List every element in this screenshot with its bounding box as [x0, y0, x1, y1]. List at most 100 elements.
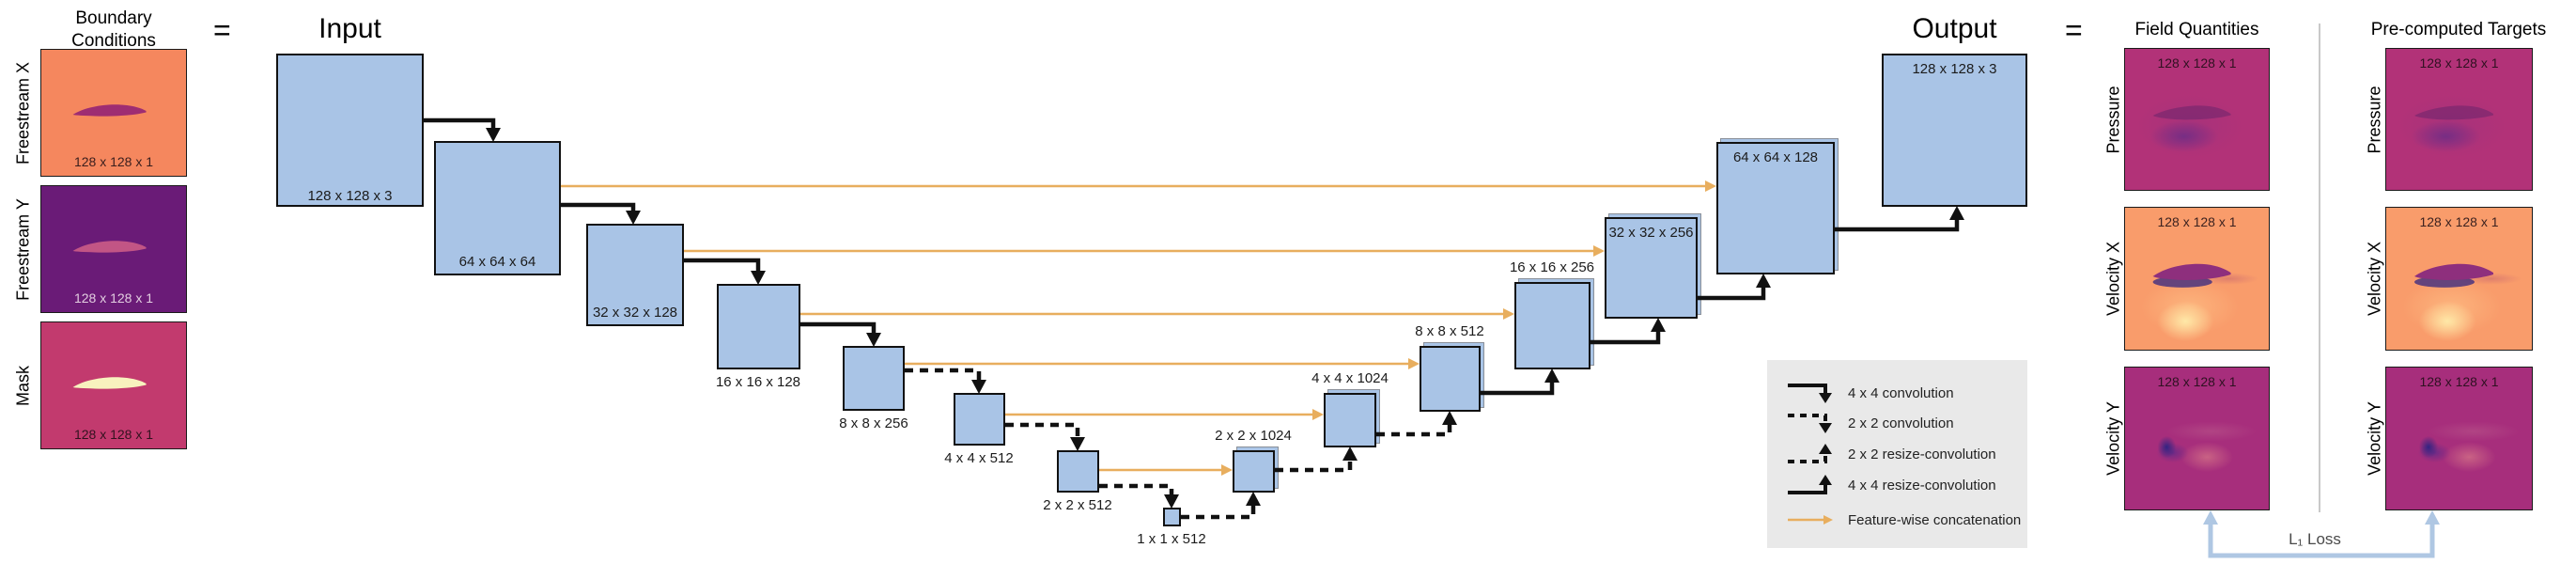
equals-sign-right: = [2065, 13, 2083, 47]
field-pressure-image: 128 x 128 x 1 [2124, 48, 2270, 191]
legend-label: 4 x 4 resize-convolution [1848, 477, 1996, 494]
precomputed-targets-title: Pre-computed Targets [2370, 20, 2547, 39]
legend-item: 4 x 4 convolution [1784, 381, 1954, 405]
unet-box-input [276, 54, 424, 207]
dim-label: 2 x 2 x 1024 [1215, 428, 1292, 444]
unet-box-output [1882, 54, 2027, 207]
image-caption: 128 x 128 x 1 [2419, 214, 2499, 229]
legend-label: 2 x 2 convolution [1848, 415, 1954, 431]
legend-label: Feature-wise concatenation [1848, 511, 2022, 528]
resize-conv-arrow [1481, 382, 1555, 396]
conv-arrow [800, 321, 877, 334]
conv-arrow-2x2 [1099, 483, 1174, 495]
resize-conv-4x4-icon [1788, 475, 1832, 494]
unet-box-dec-32 [1605, 217, 1698, 319]
row-label-velocity-y: Velocity Y [2103, 401, 2123, 476]
dim-label: 8 x 8 x 512 [1415, 323, 1484, 339]
unet-box-enc-2 [1057, 450, 1099, 493]
column-divider [2319, 24, 2320, 512]
airfoil-shape [2152, 105, 2231, 120]
output-title: Output [1912, 13, 1997, 44]
dim-label: 64 x 64 x 128 [1732, 149, 1819, 165]
unet-box-bottleneck [1163, 508, 1181, 526]
image-caption: 128 x 128 x 1 [73, 154, 154, 169]
dim-label: 32 x 32 x 256 [1608, 225, 1694, 241]
boundary-conditions-title: Boundary Conditions [71, 8, 156, 51]
conv-arrow-2x2 [905, 368, 982, 381]
legend: 4 x 4 convolution 2 x 2 convolution 2 x … [1767, 360, 2027, 548]
row-label-pressure-target: Pressure [2365, 86, 2384, 154]
equals-sign-left: = [213, 13, 231, 47]
concat-icon [1788, 515, 1833, 525]
dim-label: 4 x 4 x 1024 [1311, 370, 1389, 386]
unet-box-dec-8 [1420, 346, 1481, 412]
dim-label: 128 x 128 x 3 [307, 188, 393, 204]
row-label-pressure: Pressure [2103, 86, 2123, 154]
resize-conv-arrow [1698, 287, 1766, 301]
mask-image: 128 x 128 x 1 [40, 321, 187, 449]
row-label-velocity-x-target: Velocity X [2365, 241, 2384, 317]
legend-label: 4 x 4 convolution [1848, 384, 1954, 401]
airfoil-shape [2414, 263, 2493, 288]
field-quantities-title: Field Quantities [2134, 20, 2259, 39]
field-velocity-x-image: 128 x 128 x 1 [2124, 207, 2270, 351]
freestream-y-image: 128 x 128 x 1 [40, 185, 187, 313]
airfoil-shape [72, 241, 147, 253]
row-label-freestream-x: Freestream X [13, 61, 33, 165]
image-caption: 128 x 128 x 1 [2157, 55, 2237, 70]
airfoil-shape [2152, 263, 2231, 288]
airfoil-shape [2414, 105, 2493, 120]
conv-arrow-2x2 [1005, 422, 1080, 438]
row-label-velocity-x: Velocity X [2103, 241, 2123, 317]
unet-box-dec-2 [1233, 450, 1275, 493]
dim-label: 128 x 128 x 3 [1912, 61, 1997, 77]
dim-label: 2 x 2 x 512 [1043, 497, 1112, 513]
field-velocity-y-image: 128 x 128 x 1 [2124, 367, 2270, 510]
dim-label: 4 x 4 x 512 [944, 450, 1014, 466]
unet-box-enc-64 [434, 141, 561, 275]
conv-arrow [424, 118, 496, 129]
dim-label: 32 x 32 x 128 [592, 305, 678, 321]
row-label-velocity-y-target: Velocity Y [2365, 401, 2384, 476]
unet-box-dec-64 [1716, 142, 1835, 274]
resize-conv-arrow [1835, 219, 1960, 232]
legend-item: 2 x 2 resize-convolution [1784, 442, 1996, 466]
conv-arrow [561, 202, 636, 212]
resize-conv-arrow-2x2 [1275, 460, 1353, 473]
input-title: Input [318, 13, 381, 44]
unet-box-enc-32 [586, 224, 684, 326]
image-caption: 128 x 128 x 1 [2419, 55, 2499, 70]
legend-label: 2 x 2 resize-convolution [1848, 446, 1996, 462]
resize-conv-2x2-icon [1788, 444, 1832, 463]
freestream-x-image: 128 x 128 x 1 [40, 49, 187, 177]
legend-item: Feature-wise concatenation [1784, 508, 2021, 532]
resize-conv-arrow [1591, 331, 1661, 345]
conv-4x4-icon [1788, 384, 1832, 403]
unet-box-dec-4 [1324, 393, 1376, 447]
target-pressure-image: 128 x 128 x 1 [2385, 48, 2533, 191]
legend-item: 4 x 4 resize-convolution [1784, 473, 1996, 497]
conv-arrow [684, 258, 761, 272]
airfoil-shape [72, 377, 147, 389]
dim-label: 8 x 8 x 256 [839, 415, 908, 431]
dim-label: 16 x 16 x 256 [1509, 259, 1595, 275]
target-velocity-x-image: 128 x 128 x 1 [2385, 207, 2533, 351]
unet-box-enc-8 [843, 346, 905, 411]
resize-conv-arrow-2x2 [1376, 424, 1452, 437]
resize-conv-arrow-2x2 [1181, 505, 1256, 520]
unet-box-enc-16 [717, 284, 800, 369]
airfoil-shape [72, 104, 147, 117]
target-velocity-y-image: 128 x 128 x 1 [2385, 367, 2533, 510]
image-caption: 128 x 128 x 1 [73, 427, 154, 442]
conv-2x2-icon [1788, 414, 1832, 433]
row-label-freestream-y: Freestream Y [13, 198, 33, 301]
dim-label: 16 x 16 x 128 [715, 374, 801, 390]
dim-label: 64 x 64 x 64 [458, 254, 536, 270]
image-caption: 128 x 128 x 1 [2157, 214, 2237, 229]
image-caption: 128 x 128 x 1 [2157, 374, 2237, 389]
legend-item: 2 x 2 convolution [1784, 411, 1954, 435]
image-caption: 128 x 128 x 1 [73, 290, 154, 306]
row-label-mask: Mask [13, 366, 33, 407]
image-caption: 128 x 128 x 1 [2419, 374, 2499, 389]
